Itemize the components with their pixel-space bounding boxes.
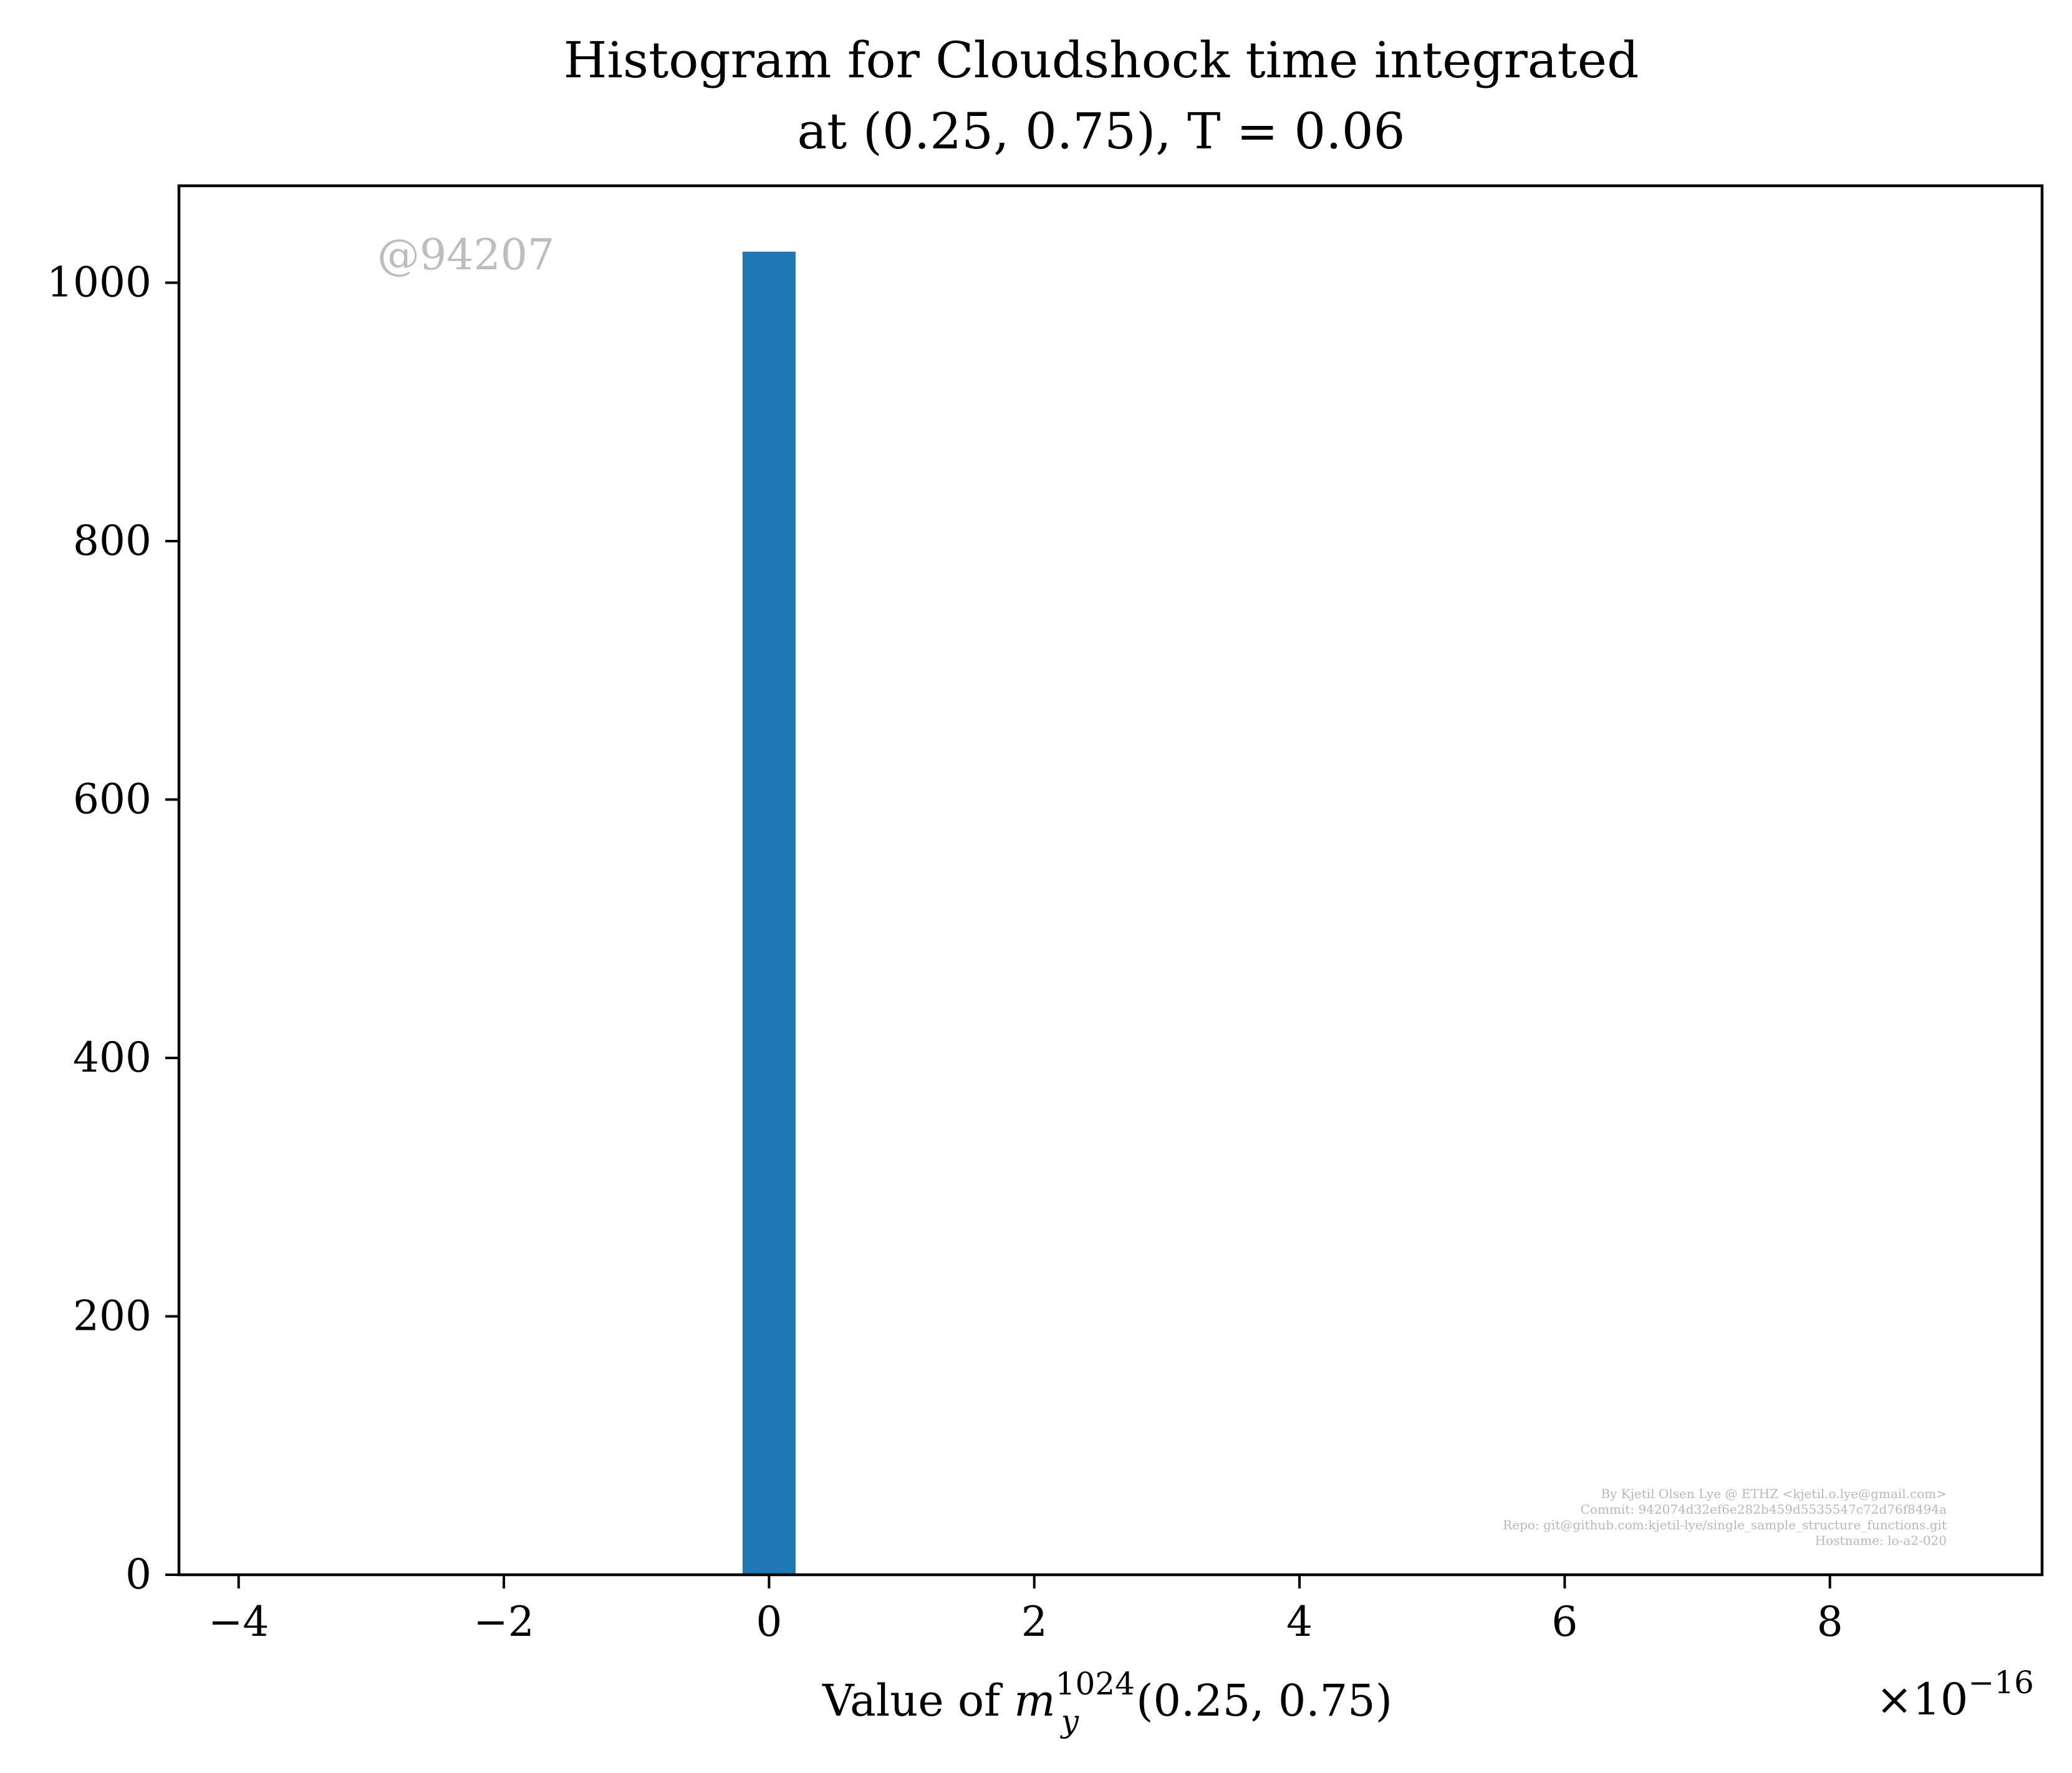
x-axis-label-var: m (1014, 1675, 1055, 1726)
plot-frame (177, 184, 2044, 1577)
credit-line-hostname: Hostname: lo-a2-020 (1815, 1533, 1947, 1548)
x-tick-label-1: −2 (473, 1598, 534, 1646)
x-axis-label-sub: y (1060, 1703, 1079, 1739)
credit-line-commit: Commit: 942074d32ef6e282b459d5535547c72d… (1581, 1502, 1947, 1517)
x-tick-label-4: 4 (1286, 1598, 1313, 1646)
y-tick-label-0: 0 (125, 1550, 152, 1598)
credit-block: By Kjetil Olsen Lye @ ETHZ <kjetil.o.lye… (1503, 1486, 1947, 1548)
x-axis-label-suffix: (0.25, 0.75) (1136, 1675, 1392, 1726)
y-tick-label-3: 600 (73, 775, 152, 823)
y-axis-ticks: 0 200 400 600 800 1000 (47, 258, 179, 1598)
y-tick-label-4: 800 (73, 517, 152, 565)
x-tick-label-2: 0 (756, 1598, 782, 1646)
x-tick-label-6: 8 (1817, 1598, 1843, 1646)
y-tick-label-1: 200 (73, 1292, 152, 1340)
watermark-text: @94207 (377, 231, 554, 280)
histogram-bar-0 (742, 251, 796, 1575)
x-axis-label-prefix: Value of (822, 1675, 1014, 1726)
x-axis-label-sup: 1024 (1056, 1666, 1135, 1702)
credit-line-author: By Kjetil Olsen Lye @ ETHZ <kjetil.o.lye… (1601, 1486, 1947, 1501)
chart-title-line2: at (0.25, 0.75), T = 0.06 (797, 102, 1405, 160)
credit-line-repo: Repo: git@github.com:kjetil-lye/single_s… (1503, 1517, 1947, 1532)
x-offset-exponent: −16 (1968, 1665, 2034, 1701)
x-tick-label-0: −4 (208, 1598, 269, 1646)
x-offset-base: ×10 (1876, 1674, 1968, 1725)
x-axis-label: Value of m1024 y (0.25, 0.75) (822, 1666, 1392, 1739)
x-tick-label-3: 2 (1021, 1598, 1048, 1646)
x-tick-label-5: 6 (1551, 1598, 1578, 1646)
x-axis-ticks: −4 −2 0 2 4 6 8 (208, 1575, 1843, 1646)
bars-layer (742, 251, 796, 1575)
y-tick-label-5: 1000 (47, 258, 152, 306)
chart-title-line1: Histogram for Cloudshock time integrated (564, 31, 1639, 89)
x-axis-offset-label: ×10−16 (1876, 1665, 2034, 1725)
y-tick-label-2: 400 (73, 1034, 152, 1082)
